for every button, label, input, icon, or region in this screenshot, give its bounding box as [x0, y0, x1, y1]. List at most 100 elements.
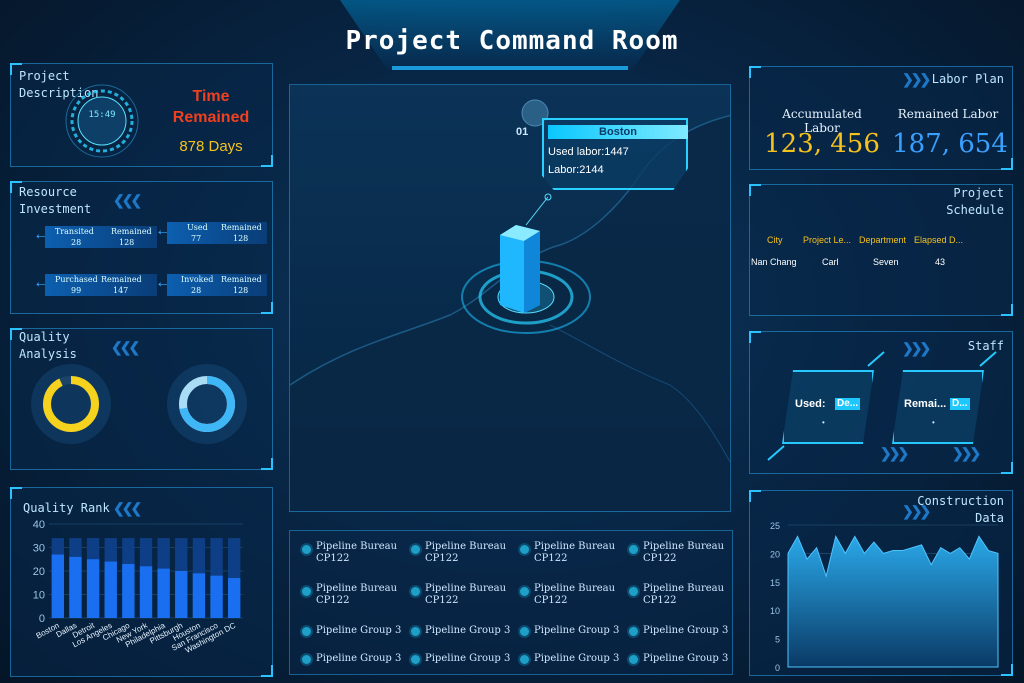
- pipeline-status-dot-icon: [520, 627, 529, 636]
- pipeline-item-code: CP122: [316, 553, 350, 564]
- labor-plan-panel: ❯❯❯ Labor Plan Accumulated Labor Remaine…: [749, 66, 1013, 170]
- clock-text: 15:49: [88, 110, 116, 120]
- resource-investment-panel: Resource Investment ❮❮❮ ← Transited Rema…: [10, 181, 273, 314]
- schedule-header-leader: Project Le...: [803, 235, 852, 245]
- resource-tile-transited: Transited Remained 28 128: [45, 226, 157, 248]
- staff-used-label: Used:: [795, 398, 826, 410]
- pipeline-status-dot-icon: [629, 655, 638, 664]
- pipeline-item-name: Pipeline Group 3: [425, 625, 511, 636]
- rank-bar-value: [139, 566, 153, 618]
- schedule-header-department: Department: [859, 235, 907, 245]
- labor-plan-title: Labor Plan: [931, 72, 1004, 86]
- pipeline-item[interactable]: Pipeline Bureau CP122: [643, 583, 724, 607]
- staff-panel: ❯❯❯ Staff ❯❯❯ ❯❯❯ Used: De... • Remai...…: [749, 331, 1013, 474]
- accumulated-labor-label: Accumulated Labor: [782, 107, 862, 135]
- rank-ytick: 10: [33, 590, 45, 602]
- cons-area-series: [787, 535, 999, 668]
- pipeline-item[interactable]: Pipeline Bureau CP122: [425, 583, 506, 607]
- rank-ytick: 20: [33, 566, 45, 578]
- pipeline-item[interactable]: Pipeline Bureau CP122: [534, 583, 615, 607]
- pipeline-status-dot-icon: [520, 655, 529, 664]
- pipeline-item[interactable]: Pipeline Bureau CP122: [316, 541, 397, 565]
- pipeline-panel: Pipeline Bureau CP122 Pipeline Bureau CP122…: [289, 530, 733, 675]
- rank-bar-value: [210, 575, 223, 618]
- chevron-decor-icon: ❮❮❮: [113, 192, 142, 208]
- cons-ytick: 15: [770, 578, 780, 588]
- cons-ytick: 10: [770, 606, 780, 616]
- quality-donut-2: [179, 376, 235, 432]
- staff-title: Staff: [967, 339, 1004, 353]
- pipeline-status-dot-icon: [520, 545, 529, 554]
- pipeline-item[interactable]: Pipeline Group 3: [534, 625, 619, 637]
- cons-ytick: 20: [770, 549, 780, 559]
- pipeline-item[interactable]: Pipeline Bureau CP122: [316, 583, 397, 607]
- callout-labor: Labor:2144: [548, 164, 604, 176]
- staff-remain-label: Remai...: [904, 398, 947, 410]
- pipeline-item-code: CP122: [643, 553, 677, 564]
- remaining-days: 878 Days: [179, 138, 243, 155]
- pipeline-item-code: CP122: [316, 595, 350, 606]
- cons-ytick: 25: [770, 521, 780, 531]
- pipeline-item[interactable]: Pipeline Group 3: [425, 625, 510, 637]
- pipeline-item[interactable]: Pipeline Group 3: [643, 653, 728, 665]
- staff-used-chip: De...: [835, 398, 861, 410]
- staff-remain-chip: D...: [950, 398, 970, 410]
- chevron-decor-icon: ❯❯❯: [902, 71, 931, 87]
- cons-ytick: 0: [775, 663, 780, 673]
- pipeline-item-code: CP122: [425, 595, 459, 606]
- map-index-label: 01: [516, 126, 529, 138]
- rank-ytick: 30: [33, 543, 45, 555]
- pipeline-status-dot-icon: [411, 655, 420, 664]
- cons-ytick: 5: [775, 635, 780, 645]
- svg-text:❯❯❯: ❯❯❯: [880, 445, 908, 462]
- pipeline-item[interactable]: Pipeline Group 3: [534, 653, 619, 665]
- project-schedule-title: Project Schedule: [946, 186, 1004, 217]
- pipeline-item-name: Pipeline Bureau: [534, 583, 616, 594]
- rank-bar-value: [69, 556, 82, 618]
- pipeline-status-dot-icon: [411, 627, 420, 636]
- schedule-cell-department: Seven: [873, 257, 899, 267]
- pipeline-item[interactable]: Pipeline Bureau CP122: [643, 541, 724, 565]
- rank-bar-value: [122, 563, 135, 618]
- pipeline-item-name: Pipeline Group 3: [643, 625, 729, 636]
- pipeline-status-dot-icon: [302, 587, 311, 596]
- title-underline: [392, 66, 628, 70]
- accumulated-labor-value: 123, 456: [764, 129, 880, 159]
- remained-labor-label: Remained Labor: [897, 107, 999, 121]
- quality-donut-1: [43, 376, 99, 432]
- pipeline-item-name: Pipeline Group 3: [425, 653, 511, 664]
- pipeline-item-name: Pipeline Bureau: [316, 541, 398, 552]
- construction-data-panel: ❯❯❯ Construction Data 0 5 10 15 20 25: [749, 490, 1013, 676]
- pipeline-status-dot-icon: [520, 587, 529, 596]
- construction-data-title: Construction Data: [917, 494, 1004, 525]
- pipeline-item-name: Pipeline Group 3: [534, 653, 620, 664]
- pipeline-item[interactable]: Pipeline Group 3: [316, 625, 401, 637]
- rank-bar-value: [192, 573, 206, 618]
- pipeline-item-name: Pipeline Group 3: [534, 625, 620, 636]
- pipeline-status-dot-icon: [411, 545, 420, 554]
- pipeline-item[interactable]: Pipeline Group 3: [316, 653, 401, 665]
- staff-remain-dot-icon: •: [932, 418, 935, 427]
- pipeline-item[interactable]: Pipeline Group 3: [425, 653, 510, 665]
- rank-bar-value: [157, 568, 170, 618]
- schedule-cell-elapsed: 43: [935, 257, 946, 267]
- chevron-decor-icon: ❯❯❯: [902, 503, 931, 519]
- pipeline-item[interactable]: Pipeline Group 3: [643, 625, 728, 637]
- quality-rank-panel: Quality Rank ❮❮❮ 0 10 20 30 40 Boston Dallas De…: [10, 487, 273, 677]
- rank-bar-value: [104, 561, 117, 618]
- project-description-title: Project Description: [19, 69, 99, 100]
- schedule-cell-leader: Carl: [822, 257, 839, 267]
- pipeline-item[interactable]: Pipeline Bureau CP122: [425, 541, 506, 565]
- resource-investment-title: Resource Investment: [19, 185, 92, 216]
- pipeline-status-dot-icon: [302, 627, 311, 636]
- rank-ytick: 40: [33, 519, 45, 531]
- chevron-decor-icon: ❯❯❯: [902, 340, 931, 356]
- resource-tile-invoked: Invoked Remained 28 128: [167, 274, 267, 296]
- pipeline-item[interactable]: Pipeline Bureau CP122: [534, 541, 615, 565]
- rank-bar-value: [51, 554, 64, 618]
- title-bar: [340, 0, 680, 70]
- chevron-decor-icon: ❮❮❮: [111, 339, 140, 355]
- quality-rank-title: Quality Rank: [23, 501, 110, 515]
- project-description-panel: Project Description 15:49 Time Remained …: [10, 63, 273, 167]
